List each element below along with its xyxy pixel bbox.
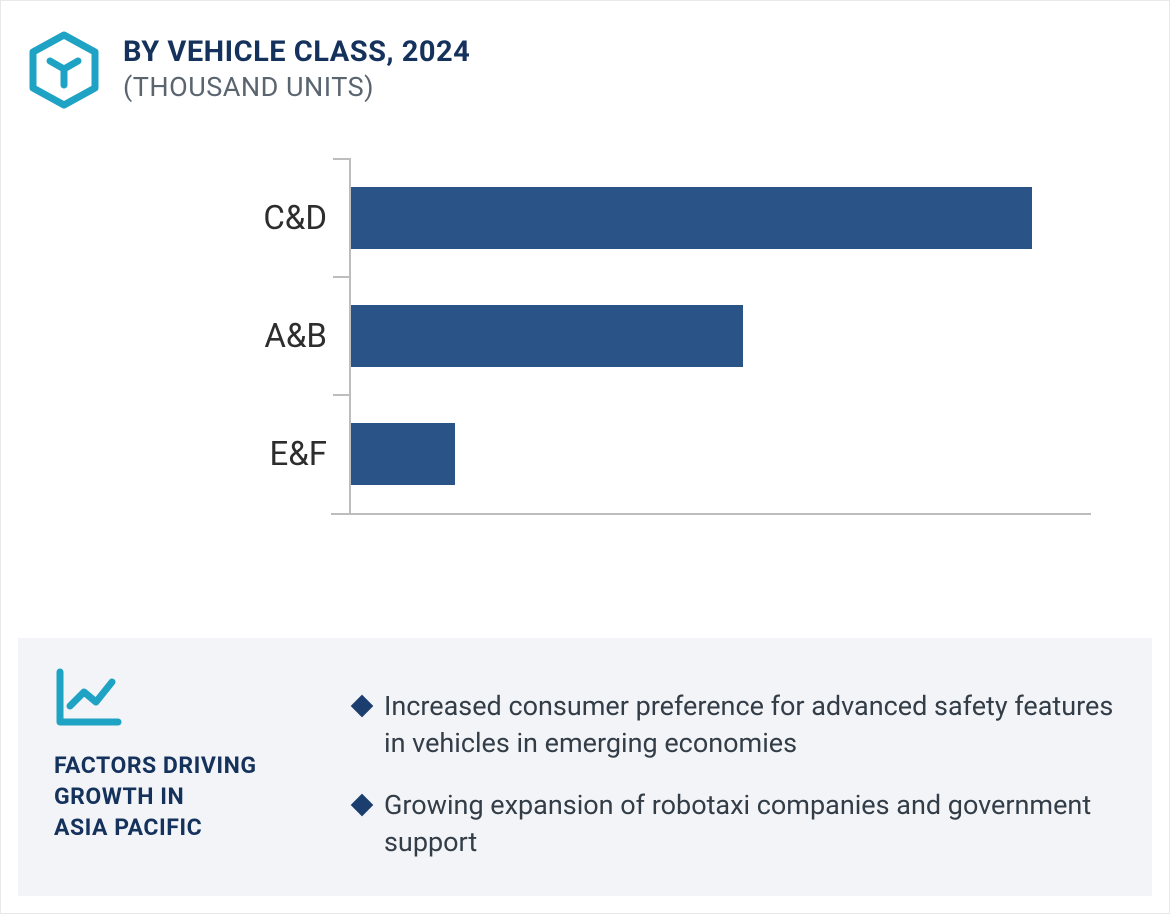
bar-row: C&D [209, 159, 1141, 277]
factors-title-line: ASIA PACIFIC [54, 812, 294, 843]
bar [351, 187, 1032, 249]
bar-row: E&F [209, 395, 1141, 513]
factor-item: Growing expansion of robotaxi companies … [354, 787, 1122, 860]
title-block: BY VEHICLE CLASS, 2024 (THOUSAND UNITS) [123, 31, 470, 103]
infographic-card: BY VEHICLE CLASS, 2024 (THOUSAND UNITS) … [0, 0, 1170, 914]
chart-title: BY VEHICLE CLASS, 2024 [123, 35, 470, 69]
bar [351, 423, 455, 485]
header: BY VEHICLE CLASS, 2024 (THOUSAND UNITS) [29, 31, 1141, 109]
factors-title-line: GROWTH IN [54, 781, 294, 812]
bar-label: E&F [209, 435, 349, 474]
factor-item: Increased consumer preference for advanc… [354, 688, 1122, 761]
factors-panel: FACTORS DRIVING GROWTH IN ASIA PACIFIC I… [18, 638, 1152, 896]
bar-label: A&B [209, 317, 349, 356]
bar-chart: C&D A&B E&F [209, 159, 1141, 515]
bar-row: A&B [209, 277, 1141, 395]
bar-label: C&D [209, 199, 349, 238]
factor-text: Growing expansion of robotaxi companies … [384, 787, 1122, 860]
diamond-bullet-icon [351, 794, 374, 817]
factor-text: Increased consumer preference for advanc… [384, 688, 1122, 761]
factors-title: FACTORS DRIVING GROWTH IN ASIA PACIFIC [54, 750, 294, 843]
factors-list: Increased consumer preference for advanc… [354, 668, 1122, 860]
line-chart-icon [54, 668, 124, 728]
hexagon-cube-icon [29, 31, 99, 109]
chart-subtitle: (THOUSAND UNITS) [123, 71, 470, 103]
factors-title-line: FACTORS DRIVING [54, 750, 294, 781]
diamond-bullet-icon [351, 695, 374, 718]
factors-left: FACTORS DRIVING GROWTH IN ASIA PACIFIC [54, 668, 294, 860]
bar [351, 305, 743, 367]
